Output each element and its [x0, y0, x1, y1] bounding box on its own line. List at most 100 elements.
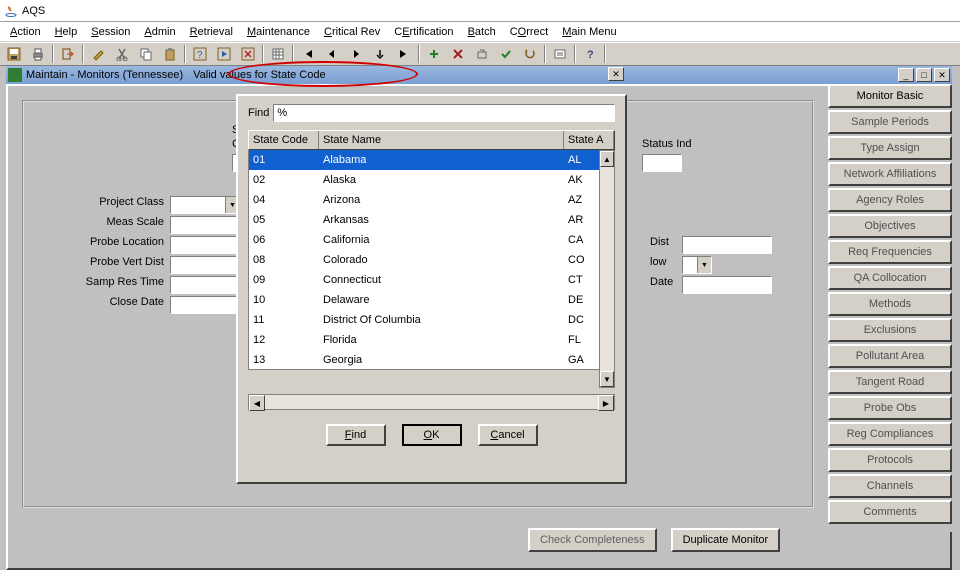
- next-icon[interactable]: [345, 44, 367, 64]
- close-icon[interactable]: ✕: [934, 68, 950, 82]
- duplicate-monitor-button[interactable]: Duplicate Monitor: [671, 528, 781, 552]
- paste-icon[interactable]: [159, 44, 181, 64]
- side-nav-button[interactable]: Comments: [828, 500, 952, 524]
- insert-icon[interactable]: [423, 44, 445, 64]
- cut-icon[interactable]: [111, 44, 133, 64]
- delete-icon[interactable]: [447, 44, 469, 64]
- vertical-scrollbar[interactable]: ▲ ▼: [599, 150, 615, 388]
- side-nav-button[interactable]: Methods: [828, 292, 952, 316]
- table-row[interactable]: 05ArkansasAR: [249, 210, 614, 230]
- menu-item[interactable]: Help: [49, 24, 84, 40]
- meas-scale-input[interactable]: [170, 216, 240, 234]
- down-icon[interactable]: [369, 44, 391, 64]
- table-row[interactable]: 10DelawareDE: [249, 290, 614, 310]
- app-title: AQS: [22, 5, 45, 17]
- col-state-name[interactable]: State Name: [319, 131, 564, 149]
- side-nav-button[interactable]: Monitor Basic: [828, 84, 952, 108]
- horizontal-scrollbar[interactable]: ◀ ▶: [248, 394, 615, 410]
- first-icon[interactable]: [297, 44, 319, 64]
- edit-icon[interactable]: [87, 44, 109, 64]
- menu-item[interactable]: COrrect: [504, 24, 555, 40]
- scroll-down-icon[interactable]: ▼: [600, 371, 614, 387]
- table-row[interactable]: 08ColoradoCO: [249, 250, 614, 270]
- cell-name: Alabama: [319, 154, 564, 166]
- menu-item[interactable]: Session: [85, 24, 136, 40]
- dialog-table: State Code State Name State A 01AlabamaA…: [248, 130, 615, 394]
- side-nav-button[interactable]: Probe Obs: [828, 396, 952, 420]
- table-row[interactable]: 04ArizonaAZ: [249, 190, 614, 210]
- close-date-input[interactable]: [170, 296, 240, 314]
- menu-item[interactable]: CErtification: [388, 24, 459, 40]
- side-nav-button[interactable]: Pollutant Area: [828, 344, 952, 368]
- scroll-right-icon[interactable]: ▶: [598, 395, 614, 411]
- menu-item[interactable]: Main Menu: [556, 24, 622, 40]
- find-button[interactable]: Find: [326, 424, 386, 446]
- cell-code: 08: [249, 254, 319, 266]
- menu-item[interactable]: Batch: [462, 24, 502, 40]
- query-icon[interactable]: ?: [189, 44, 211, 64]
- ok-button[interactable]: OK: [402, 424, 462, 446]
- prev-icon[interactable]: [321, 44, 343, 64]
- grid-icon[interactable]: [267, 44, 289, 64]
- menu-item[interactable]: Critical Rev: [318, 24, 386, 40]
- check-completeness-button[interactable]: Check Completeness: [528, 528, 657, 552]
- save-icon[interactable]: [3, 44, 25, 64]
- execute-icon[interactable]: [213, 44, 235, 64]
- print-icon[interactable]: [27, 44, 49, 64]
- chevron-down-icon[interactable]: ▼: [697, 257, 711, 273]
- cancel-button[interactable]: Cancel: [478, 424, 538, 446]
- side-nav-button[interactable]: Network Affiliations: [828, 162, 952, 186]
- side-nav-button[interactable]: Agency Roles: [828, 188, 952, 212]
- side-nav-button[interactable]: QA Collocation: [828, 266, 952, 290]
- maximize-icon[interactable]: □: [916, 68, 932, 82]
- dist-input[interactable]: [682, 236, 772, 254]
- side-nav-button[interactable]: Objectives: [828, 214, 952, 238]
- table-row[interactable]: 09ConnecticutCT: [249, 270, 614, 290]
- table-row[interactable]: 01AlabamaAL: [249, 150, 614, 170]
- menu-item[interactable]: Admin: [138, 24, 181, 40]
- exit-icon[interactable]: [57, 44, 79, 64]
- scroll-left-icon[interactable]: ◀: [249, 395, 265, 411]
- col-state-code[interactable]: State Code: [249, 131, 319, 149]
- find-input[interactable]: [273, 104, 615, 122]
- bottom-button-row: Check Completeness Duplicate Monitor: [528, 528, 780, 552]
- probe-vert-input[interactable]: [170, 256, 240, 274]
- low-combo[interactable]: ▼: [682, 256, 712, 274]
- side-nav-button[interactable]: Reg Compliances: [828, 422, 952, 446]
- project-class-combo[interactable]: ▼: [170, 196, 240, 214]
- side-nav-button[interactable]: Protocols: [828, 448, 952, 472]
- dialog-close-icon[interactable]: ✕: [608, 67, 624, 81]
- side-nav-button[interactable]: Channels: [828, 474, 952, 498]
- table-row[interactable]: 02AlaskaAK: [249, 170, 614, 190]
- cell-name: Arizona: [319, 194, 564, 206]
- status-ind-input[interactable]: [642, 154, 682, 172]
- side-nav-button[interactable]: Type Assign: [828, 136, 952, 160]
- scroll-up-icon[interactable]: ▲: [600, 151, 614, 167]
- probe-location-input[interactable]: [170, 236, 240, 254]
- rollback-icon[interactable]: [519, 44, 541, 64]
- side-nav-button[interactable]: Req Frequencies: [828, 240, 952, 264]
- menu-item[interactable]: Retrieval: [184, 24, 239, 40]
- table-row[interactable]: 13GeorgiaGA: [249, 350, 614, 370]
- menu-bar: ActionHelpSessionAdminRetrievalMaintenan…: [0, 22, 960, 42]
- date-input[interactable]: [682, 276, 772, 294]
- col-state-abbr[interactable]: State A: [564, 131, 614, 149]
- minimize-icon[interactable]: _: [898, 68, 914, 82]
- clear-icon[interactable]: [471, 44, 493, 64]
- label-status-ind: Status Ind: [642, 138, 692, 150]
- table-row[interactable]: 06CaliforniaCA: [249, 230, 614, 250]
- menu-item[interactable]: Maintenance: [241, 24, 316, 40]
- commit-icon[interactable]: [495, 44, 517, 64]
- side-nav-button[interactable]: Tangent Road: [828, 370, 952, 394]
- side-nav-button[interactable]: Exclusions: [828, 318, 952, 342]
- menu-item[interactable]: Action: [4, 24, 47, 40]
- samp-res-input[interactable]: [170, 276, 240, 294]
- table-row[interactable]: 11District Of ColumbiaDC: [249, 310, 614, 330]
- table-row[interactable]: 12FloridaFL: [249, 330, 614, 350]
- last-icon[interactable]: [393, 44, 415, 64]
- help-icon[interactable]: ?: [579, 44, 601, 64]
- copy-icon[interactable]: [135, 44, 157, 64]
- cancel-query-icon[interactable]: [237, 44, 259, 64]
- side-nav-button[interactable]: Sample Periods: [828, 110, 952, 134]
- lov-icon[interactable]: [549, 44, 571, 64]
